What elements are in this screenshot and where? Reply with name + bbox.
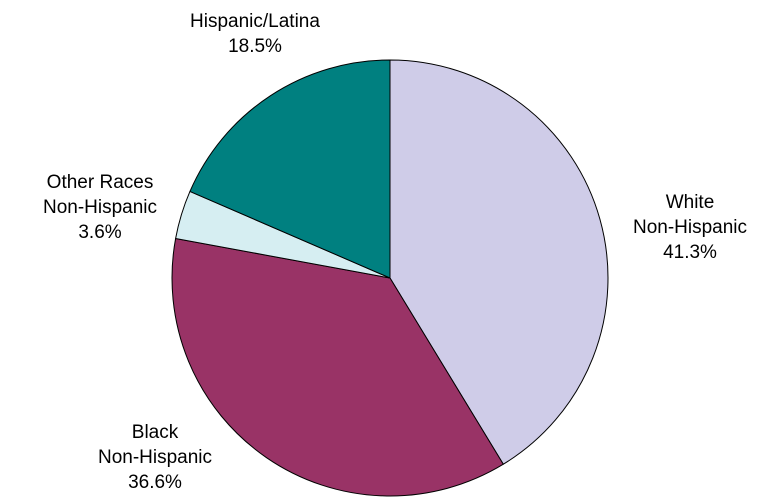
slice-name-label: Hispanic/Latina: [190, 11, 320, 32]
pie-slice-3: [189, 59, 391, 279]
slice-name-label: White: [666, 192, 715, 213]
slice-name-label: Non-Hispanic: [98, 447, 212, 468]
slice-value-label: 3.6%: [78, 222, 121, 243]
slice-label-3: Hispanic/Latina 18.5%: [190, 11, 320, 57]
slices-layer: [171, 59, 609, 497]
slice-name-label: Non-Hispanic: [43, 197, 157, 218]
slice-value-label: 36.6%: [128, 472, 182, 493]
slice-name-label: Black: [132, 422, 179, 443]
labels-layer: White Non-Hispanic 41.3% Black Non-Hispanic 3…: [43, 11, 747, 493]
slice-name-label: Other Races: [47, 172, 154, 193]
slice-value-label: 18.5%: [228, 36, 282, 57]
slice-label-0: White Non-Hispanic 41.3%: [633, 192, 747, 263]
pie-slice-0: [389, 59, 609, 465]
slice-value-label: 41.3%: [663, 242, 717, 263]
slice-label-1: Black Non-Hispanic 36.6%: [98, 422, 212, 493]
slice-name-label: Non-Hispanic: [633, 217, 747, 238]
pie-slice-1: [171, 238, 504, 497]
slice-label-2: Other Races Non-Hispanic 3.6%: [43, 172, 157, 243]
